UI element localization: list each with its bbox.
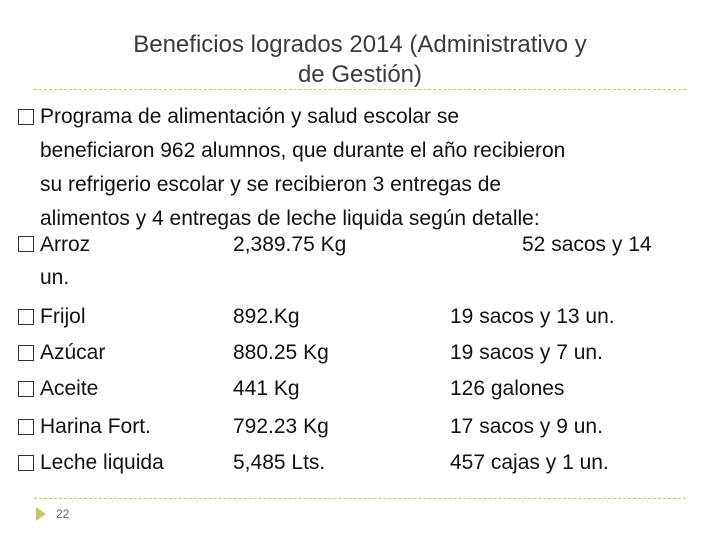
title-line-2: de Gestión)	[297, 61, 423, 88]
item-name-aceite: Aceite	[40, 377, 99, 400]
bullet-icon	[18, 236, 34, 252]
intro-line-1: Programa de alimentación y salud escolar…	[40, 105, 460, 128]
item-qty-arroz: 2,389.75 Kg	[233, 233, 347, 256]
item-units-azucar: 19 sacos y 7 un.	[450, 341, 603, 364]
play-arrow-icon	[36, 507, 46, 521]
item-units-frijol: 19 sacos y 13 un.	[450, 305, 615, 328]
item-name-arroz: Arroz	[40, 233, 91, 256]
bullet-icon	[18, 419, 34, 435]
item-name-frijol: Frijol	[40, 305, 86, 328]
item-units-arroz: 52 sacos y 14	[522, 233, 652, 256]
bullet-icon	[18, 381, 34, 397]
slide-title: Beneficios logrados 2014 (Administrativo…	[40, 30, 680, 90]
item-qty-aceite: 441 Kg	[233, 377, 300, 400]
item-name-leche: Leche liquida	[40, 451, 164, 474]
bullet-icon	[18, 455, 34, 471]
title-divider	[34, 89, 686, 90]
bullet-icon	[18, 109, 34, 125]
item-units-harina: 17 sacos y 9 un.	[450, 415, 603, 438]
item-qty-leche: 5,485 Lts.	[233, 451, 326, 474]
title-line-1: Beneficios logrados 2014 (Administrativo…	[133, 31, 587, 58]
item-units-aceite: 126 galones	[450, 377, 565, 400]
item-qty-azucar: 880.25 Kg	[233, 341, 329, 364]
bullet-icon	[18, 345, 34, 361]
intro-line-4: alimentos y 4 entregas de leche liquida …	[40, 207, 540, 230]
item-qty-harina: 792.23 Kg	[233, 415, 329, 438]
item-qty-frijol: 892.Kg	[233, 305, 300, 328]
intro-line-2: beneficiaron 962 alumnos, que durante el…	[40, 139, 566, 162]
bullet-icon	[18, 309, 34, 325]
item-name-azucar: Azúcar	[40, 341, 106, 364]
footer-divider	[34, 498, 686, 499]
page-number: 22	[56, 507, 70, 521]
item-units-leche: 457 cajas y 1 un.	[450, 451, 609, 474]
item-name-harina: Harina Fort.	[40, 415, 151, 438]
intro-line-3: su refrigerio escolar y se recibieron 3 …	[40, 173, 502, 196]
item-units-arroz-cont: un.	[40, 266, 70, 289]
